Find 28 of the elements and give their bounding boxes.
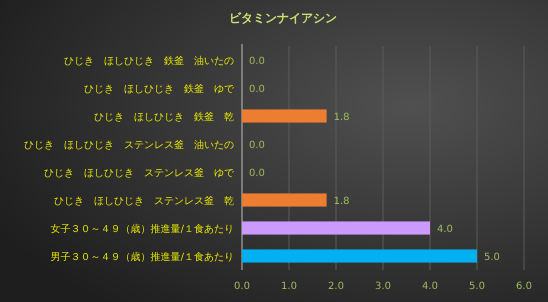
x-tick-label: 6.0 bbox=[516, 281, 532, 292]
data-label: 0.0 bbox=[249, 56, 265, 67]
data-label: 5.0 bbox=[484, 252, 500, 263]
y-tick-label: ひじき ほしひじき ステンレス釜 ゆで bbox=[44, 167, 235, 179]
bar bbox=[242, 109, 327, 123]
y-tick-label: ひじき ほしひじき 鉄釜 ゆで bbox=[84, 83, 235, 95]
x-tick-label: 1.0 bbox=[281, 281, 297, 292]
x-tick-label: 5.0 bbox=[469, 281, 485, 292]
x-tick-label: 2.0 bbox=[328, 281, 344, 292]
bar bbox=[242, 221, 430, 235]
y-tick-label: 男子３０～４９（歳）推進量/１食あたり bbox=[50, 251, 234, 263]
y-tick-label: 女子３０～４９（歳）推進量/１食あたり bbox=[50, 223, 234, 235]
y-tick-label: ひじき ほしひじき ステンレス釜 乾 bbox=[54, 195, 234, 207]
data-label: 4.0 bbox=[437, 224, 453, 235]
bar bbox=[242, 249, 477, 263]
x-tick-label: 4.0 bbox=[422, 281, 438, 292]
y-tick-label: ひじき ほしひじき 鉄釜 油いたの bbox=[64, 55, 234, 67]
chart-title: ビタミンナイアシン bbox=[229, 11, 337, 25]
y-tick-label: ひじき ほしひじき 鉄釜 乾 bbox=[94, 111, 234, 123]
data-label: 1.8 bbox=[334, 112, 350, 123]
x-tick-label: 3.0 bbox=[375, 281, 391, 292]
x-tick-label: 0.0 bbox=[234, 281, 250, 292]
y-tick-label: ひじき ほしひじき ステンレス釜 油いたの bbox=[24, 139, 234, 151]
data-label: 1.8 bbox=[334, 196, 350, 207]
bar bbox=[242, 193, 327, 207]
data-label: 0.0 bbox=[249, 84, 265, 95]
data-label: 0.0 bbox=[249, 168, 265, 179]
data-label: 0.0 bbox=[249, 140, 265, 151]
